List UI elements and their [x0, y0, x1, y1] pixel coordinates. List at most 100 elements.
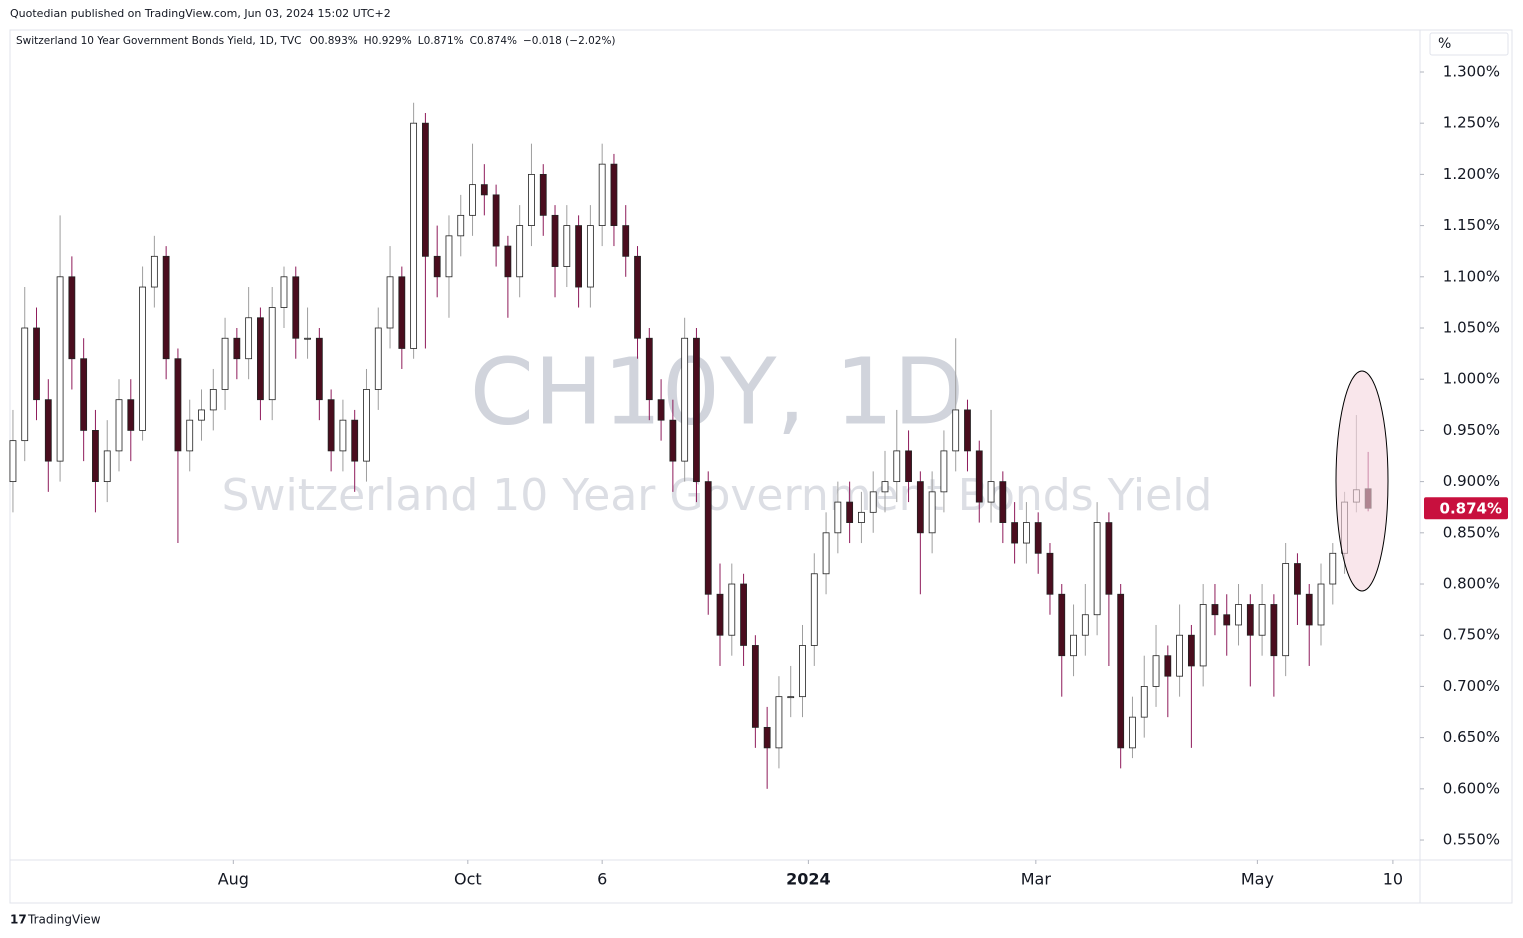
candle-body	[315, 337, 323, 401]
candle-body	[751, 645, 759, 728]
candle-body	[44, 399, 52, 462]
candle-body	[56, 276, 64, 462]
candle-body	[1282, 563, 1290, 657]
candle-body	[657, 399, 665, 421]
candle-body	[987, 481, 995, 503]
candle-body	[257, 317, 264, 401]
candle-body	[245, 317, 253, 360]
candle-body	[634, 255, 641, 339]
candle-body	[1140, 686, 1148, 718]
pane-border	[9, 29, 1513, 904]
unit-box	[1429, 32, 1509, 56]
candle-body	[893, 450, 901, 483]
candle-body	[92, 430, 99, 483]
candle-body	[268, 307, 276, 401]
candle-body	[728, 583, 736, 636]
candle-body	[964, 409, 971, 452]
candle-body	[858, 511, 865, 523]
y-tick-label: 1.050%	[1443, 319, 1500, 337]
candle-body	[1235, 604, 1242, 626]
y-tick-label: 1.150%	[1443, 216, 1500, 234]
legend-value: −0.018 (−2.02%)	[523, 35, 616, 47]
candle-body	[1105, 522, 1113, 595]
candle-body	[1081, 614, 1089, 636]
legend-value: H0.929%	[364, 35, 412, 47]
candle-body	[1258, 604, 1266, 636]
legend-values: O0.893% H0.929% L0.871% C0.874% −0.018 (−2.0…	[309, 35, 615, 47]
candle-body	[905, 450, 912, 483]
x-tick-label: Oct	[454, 870, 482, 889]
candle-body	[150, 255, 158, 288]
candle-body	[162, 255, 170, 360]
candle-body	[1023, 522, 1030, 544]
candle-body	[492, 194, 500, 247]
candle-body	[80, 358, 88, 431]
y-tick-label: 0.600%	[1443, 779, 1500, 797]
candle-body	[21, 327, 29, 442]
candle-body	[1246, 604, 1254, 636]
candle-body	[1164, 655, 1172, 677]
candle-body	[1034, 522, 1042, 554]
candle-body	[1317, 583, 1325, 626]
candle-body	[374, 327, 382, 390]
candle-body	[940, 450, 948, 493]
candle-body	[610, 163, 618, 226]
footer-brand: TradingView	[27, 913, 101, 927]
candle-body	[881, 481, 889, 493]
candle-body	[622, 225, 630, 257]
y-tick-label: 0.550%	[1443, 831, 1500, 849]
candle-body	[33, 327, 40, 401]
candle-body	[1294, 563, 1301, 595]
candle-body	[1152, 655, 1160, 687]
candle-body	[233, 337, 241, 360]
candle-body	[834, 501, 842, 534]
candle-body	[351, 419, 359, 462]
watermark-symbol: CH10Y, 1D	[470, 338, 965, 445]
candle-body	[174, 358, 182, 452]
candle-body	[740, 583, 747, 646]
candle-body	[139, 286, 146, 431]
candle-body	[799, 645, 806, 698]
x-tick-label: 2024	[786, 870, 831, 889]
candle-body	[115, 399, 123, 452]
candle-body	[1117, 593, 1125, 749]
publisher: Quotedian published on TradingView.com, …	[10, 7, 391, 20]
footer-logo: 17	[10, 913, 27, 927]
candle-body	[1011, 522, 1019, 544]
candle-body	[952, 409, 960, 452]
candle-body	[469, 184, 476, 216]
watermark: CH10Y, 1D Switzerland 10 Year Government…	[222, 338, 1213, 521]
last-price-label: 0.874%	[1440, 500, 1502, 518]
candle-body	[209, 389, 217, 411]
candle-body	[198, 409, 205, 421]
y-tick-label: 1.100%	[1443, 267, 1500, 285]
candle-body	[480, 184, 488, 196]
candle-body	[598, 163, 606, 226]
candle-body	[1187, 634, 1195, 667]
y-tick-label: 0.700%	[1443, 677, 1500, 695]
candle-body	[1305, 593, 1313, 626]
candle-body	[693, 337, 700, 483]
candle-body	[775, 696, 783, 749]
candle-body	[327, 399, 335, 452]
candle-body	[421, 122, 429, 257]
x-tick-label: 10	[1383, 870, 1403, 889]
candle-body	[563, 225, 571, 267]
candle-body	[645, 337, 653, 401]
x-tick-label: Aug	[218, 870, 249, 889]
y-unit: %	[1438, 36, 1451, 52]
candle-body	[586, 225, 594, 288]
candle-body	[339, 419, 347, 452]
y-tick-label: 1.250%	[1443, 114, 1500, 132]
y-tick-label: 0.750%	[1443, 626, 1500, 644]
highlight-ellipse	[1335, 370, 1389, 592]
y-tick-label: 0.950%	[1443, 421, 1500, 439]
candle-body	[433, 255, 441, 278]
candle-body	[221, 337, 229, 390]
candle-body	[763, 726, 771, 749]
candle-body	[1093, 522, 1101, 616]
candle-body	[810, 573, 818, 646]
candle-body	[103, 450, 111, 483]
